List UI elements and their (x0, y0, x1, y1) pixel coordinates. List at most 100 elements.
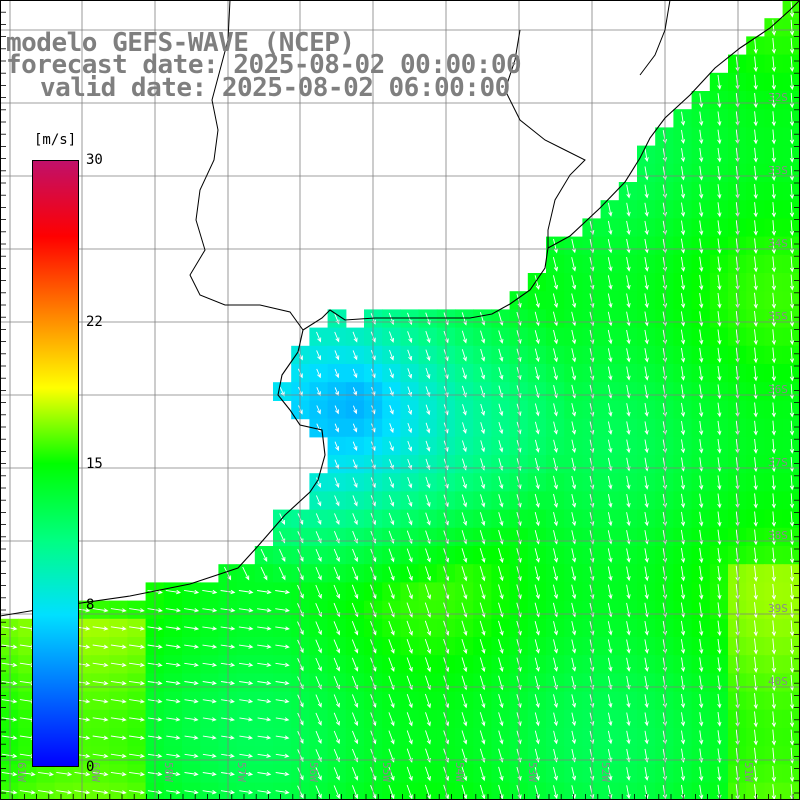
forecast-date: forecast date: 2025-08-02 00:00:00 (6, 50, 522, 80)
wind-arrow (407, 349, 413, 361)
wind-arrow (315, 513, 322, 525)
wind-arrow (257, 699, 272, 704)
wind-arrow (789, 165, 795, 181)
wind-arrow (498, 512, 504, 527)
wind-arrow (498, 693, 504, 709)
wind-arrow (753, 729, 758, 746)
wind-arrow (498, 584, 504, 600)
wind-arrow (789, 511, 795, 527)
wind-arrow (717, 529, 722, 546)
wind-arrow (202, 608, 218, 613)
wind-arrow (626, 421, 631, 436)
wind-arrow (184, 680, 199, 686)
wind-arrow (92, 608, 109, 613)
wind-arrow (771, 602, 777, 619)
wind-arrow (275, 790, 290, 795)
wind-arrow (771, 674, 777, 692)
wind-arrow (1, 662, 18, 668)
wind-arrow (626, 767, 631, 781)
wind-arrow (699, 566, 704, 582)
wind-arrow (221, 771, 235, 777)
wind-arrow (461, 349, 467, 362)
wind-arrow (351, 566, 359, 581)
wind-arrow (699, 166, 704, 181)
wind-arrow (789, 765, 795, 783)
wind-arrow (571, 584, 577, 600)
wind-arrow (498, 440, 504, 453)
wind-arrow (351, 730, 359, 745)
wind-arrow (406, 693, 413, 709)
wind-arrow (407, 458, 413, 471)
wind-arrow (498, 330, 504, 344)
wind-arrow (571, 475, 577, 490)
wind-arrow (552, 275, 559, 290)
wind-arrow (753, 402, 758, 418)
wind-arrow (166, 790, 181, 795)
wind-arrow (257, 626, 272, 631)
wind-arrow (553, 475, 558, 490)
wind-arrow (589, 275, 595, 290)
wind-arrow (92, 753, 109, 759)
coast-line (0, 0, 800, 617)
wind-arrow (626, 494, 631, 508)
wind-arrow (461, 766, 468, 782)
wind-arrow (771, 19, 777, 36)
colorbar-label: 30 (86, 152, 103, 168)
wind-arrow (680, 238, 686, 254)
wind-arrow (257, 771, 272, 777)
wind-arrow (461, 476, 467, 489)
wind-arrow (352, 495, 358, 507)
wind-arrow (202, 626, 218, 631)
wind-arrow (571, 311, 577, 327)
wind-arrow (260, 566, 268, 581)
wind-arrow (352, 423, 358, 433)
wind-arrow (644, 238, 649, 254)
wind-arrow (789, 147, 795, 163)
wind-arrow (589, 293, 595, 309)
wind-arrow (680, 111, 686, 126)
wind-arrow (166, 735, 181, 740)
wind-arrow (789, 656, 795, 673)
wind-arrow (589, 348, 595, 363)
wind-arrow (388, 566, 395, 581)
wind-arrow (552, 584, 559, 600)
wind-arrow (789, 438, 795, 454)
wind-arrow (406, 548, 413, 563)
wind-arrow (789, 620, 795, 637)
wind-arrow (771, 329, 777, 346)
wind-arrow (461, 566, 468, 582)
wind-arrow (184, 717, 199, 722)
wind-arrow (406, 657, 413, 673)
wind-arrow (680, 402, 686, 418)
wind-arrow (275, 699, 290, 704)
wind-arrow (534, 403, 540, 417)
wind-arrow (553, 657, 558, 672)
wind-arrow (771, 165, 776, 181)
wind-arrow (644, 694, 649, 709)
wind-arrow (680, 347, 686, 363)
wind-arrow (351, 767, 359, 781)
wind-arrow (534, 293, 540, 309)
wind-arrow (644, 311, 649, 327)
wind-arrow (316, 423, 321, 433)
wind-arrow (789, 183, 795, 200)
wind-arrow (110, 717, 127, 722)
wind-arrow (425, 512, 431, 526)
wind-arrow (129, 626, 145, 631)
wind-arrow (553, 421, 558, 435)
wind-arrow (771, 638, 777, 655)
wind-arrow (571, 366, 577, 381)
wind-arrow (129, 699, 145, 704)
wind-arrow (19, 790, 36, 795)
wind-arrow (275, 771, 290, 777)
wind-arrow (333, 584, 341, 599)
wind-arrow (753, 56, 758, 73)
wind-arrow (789, 693, 795, 710)
wind-arrow (202, 644, 218, 649)
wind-arrow (479, 784, 486, 800)
wind-arrow (388, 712, 395, 727)
wind-arrow (717, 184, 722, 200)
wind-arrow (589, 311, 595, 327)
latitude-label: 36S (768, 383, 788, 396)
wind-arrow (461, 693, 468, 709)
